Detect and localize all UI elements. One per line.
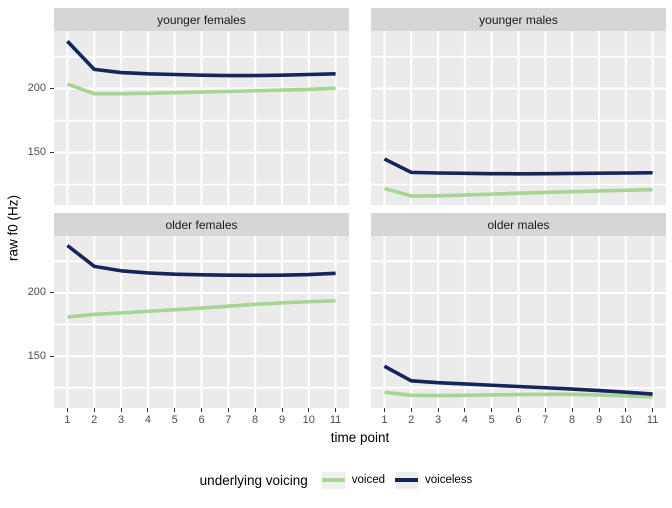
legend-label-voiceless: voiceless [425,474,473,486]
x-tick-mark [335,408,337,412]
facet-strip: younger males [371,8,666,31]
facet-strip: older males [371,213,666,236]
x-tick-mark [383,408,385,412]
x-tick-mark [625,408,627,412]
facet-younger-females: younger females [54,8,349,205]
x-tick-mark [308,408,310,412]
line-plot [54,31,349,205]
x-tick-mark [147,408,149,412]
x-tick-mark [491,408,493,412]
x-tick-label: 1 [381,414,388,426]
x-tick-mark [120,408,122,412]
x-tick-mark [201,408,202,412]
x-tick-mark [174,408,176,412]
x-tick-label: 6 [198,414,205,426]
x-tick-label: 2 [408,414,415,426]
x-tick-mark [410,408,412,412]
facet-younger-males: younger males [371,8,666,205]
x-tick-label: 10 [619,414,632,426]
x-tick-mark [464,408,466,412]
legend-item-voiced: voiced [321,471,385,489]
x-tick-mark [281,408,283,412]
facet-older-males: older males [371,213,666,408]
facet-strip-label: older females [165,217,238,232]
legend-key-voiceless [395,471,418,489]
line-plot [54,236,349,408]
voiceless-line-swatch [395,478,418,482]
facet-strip-label: younger males [479,12,558,27]
x-tick-label: 9 [278,414,286,426]
y-tick-mark [50,355,54,357]
x-tick-label: 11 [646,414,659,426]
y-tick-mark [50,152,54,153]
x-tick-label: 11 [329,414,342,426]
x-tick-mark [598,408,600,412]
y-tick-label: 150 [27,146,46,158]
x-tick-mark [93,408,95,412]
y-axis-title: raw f0 (Hz) [5,194,21,262]
x-tick-label: 6 [515,414,522,426]
facet-strip-label: younger females [157,12,246,27]
voiced-line-swatch [321,478,345,482]
legend-key-voiced [321,471,345,489]
y-tick-label: 200 [27,82,46,95]
x-tick-label: 8 [569,414,576,426]
x-tick-label: 5 [171,414,178,426]
x-tick-label: 7 [225,414,232,426]
y-tick-mark [50,88,54,90]
x-tick-mark [652,408,654,412]
x-tick-mark [254,408,256,412]
legend-item-voiceless: voiceless [395,471,473,489]
panel-plot-area [371,236,666,408]
x-tick-label: 4 [144,414,151,426]
x-tick-label: 4 [461,414,468,426]
facet-strip: older females [54,213,349,236]
x-tick-mark [437,408,439,412]
x-tick-mark [571,408,573,412]
x-tick-label: 7 [542,414,549,426]
facet-older-females: older females [54,213,349,408]
panel-plot-area [54,31,349,205]
x-tick-label: 3 [434,414,442,426]
facet-strip: younger females [54,8,349,31]
y-tick-label: 150 [27,349,46,362]
legend-title: underlying voicing [199,472,308,488]
x-tick-mark [544,408,546,412]
x-tick-label: 5 [488,414,495,426]
x-tick-mark [227,408,229,412]
x-axis-title: time point [330,430,390,445]
x-tick-label: 2 [91,414,98,426]
panel-plot-area [54,236,349,408]
x-tick-label: 8 [252,414,259,426]
x-tick-label: 3 [117,414,125,426]
legend-label-voiced: voiced [351,474,385,486]
x-tick-label: 10 [302,414,315,426]
legend: underlying voicing voiced voiceless [0,466,672,494]
panel-plot-area [371,31,666,205]
y-tick-mark [50,292,54,294]
line-plot [371,236,666,408]
x-tick-mark [518,408,519,412]
line-plot [371,31,666,205]
x-tick-label: 1 [64,414,71,426]
x-tick-mark [66,408,68,412]
facet-strip-label: older males [487,217,550,232]
y-tick-label: 200 [27,286,46,299]
x-tick-label: 9 [595,414,603,426]
